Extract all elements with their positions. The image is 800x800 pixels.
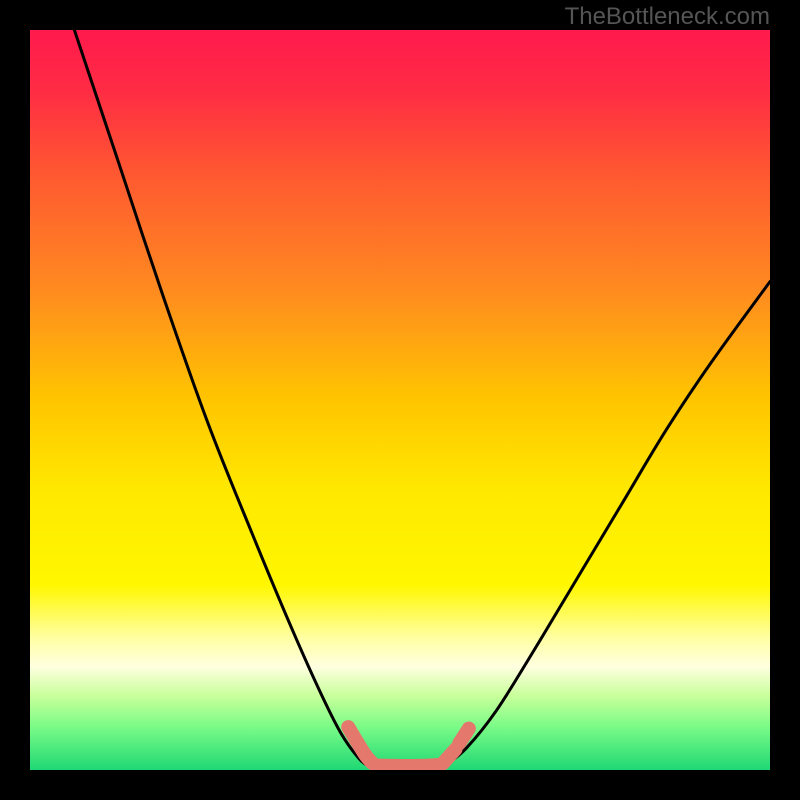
bottom-marker-segment-1: [376, 765, 441, 766]
bottom-marker-segment-2: [443, 749, 456, 763]
bottom-marker-segment-3: [459, 729, 469, 744]
bottleneck-chart: TheBottleneck.com: [0, 0, 800, 800]
gradient-background: [30, 30, 770, 770]
watermark-text: TheBottleneck.com: [565, 3, 770, 30]
